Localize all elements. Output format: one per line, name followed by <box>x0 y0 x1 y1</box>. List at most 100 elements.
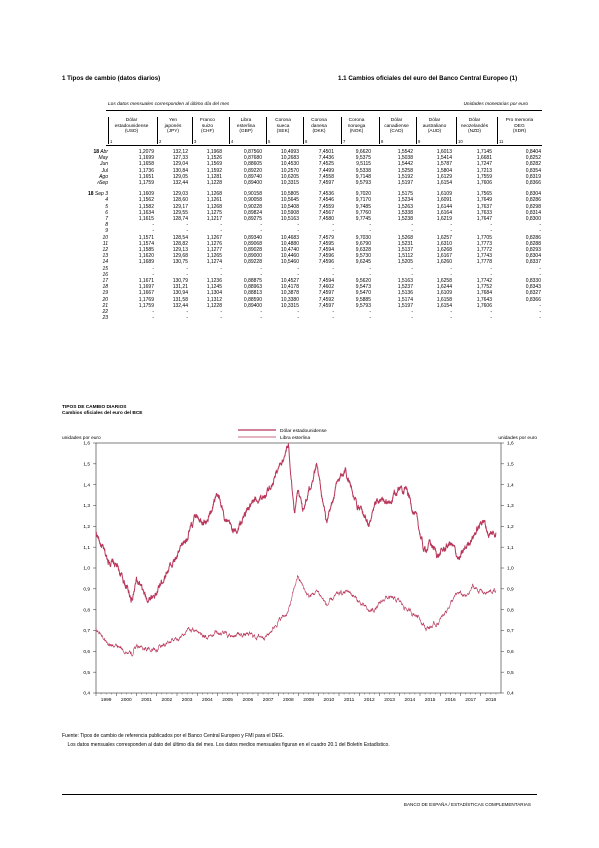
row-label: 14 <box>60 259 108 266</box>
table-cell: 0,8286 <box>525 234 541 241</box>
row-label: 8 <box>60 222 108 229</box>
y-tick-label-right: 0,7 <box>507 628 514 634</box>
table-cell: 1,5197 <box>397 180 413 186</box>
table-cell: 0,8304 <box>525 191 541 198</box>
table-cell: 7,4525 <box>318 161 334 168</box>
table-cell: 7,4595 <box>318 240 334 247</box>
table-cell: - <box>332 265 334 272</box>
table-cell: 0,89400 <box>243 180 262 186</box>
row-period: 22 <box>102 309 108 315</box>
table-row: 21 1,1759 132,44 1,1228 0,89400 10,3315 7,4597… <box>0 303 599 310</box>
row-period: 18 <box>102 284 108 291</box>
column-divider <box>157 117 158 144</box>
table-cell: 1,1769 <box>138 296 154 303</box>
column-header-line: Franco <box>200 118 215 123</box>
table-cell: 1,1574 <box>138 240 154 247</box>
table-cell: 1,5804 <box>436 167 452 174</box>
table-cell: 0,88590 <box>243 296 262 303</box>
table-cell: 10,6205 <box>280 173 299 180</box>
table-cell: 7,4536 <box>318 191 334 198</box>
chart-series <box>95 443 497 657</box>
table-cell: 1,6268 <box>436 247 452 253</box>
table-cell: 1,1312 <box>206 296 222 303</box>
table-cell: - <box>152 315 154 322</box>
table-cell: - <box>332 222 334 229</box>
table-cell: - <box>539 222 541 229</box>
column-header-line: Dólar <box>125 118 138 123</box>
table-cell: 1,5205 <box>397 259 413 266</box>
section-title: 1 Tipos de cambio (datos diarios) <box>62 75 161 82</box>
column-divider <box>266 117 267 144</box>
table-cell: 1,1968 <box>206 149 222 155</box>
table-cell: 1,1276 <box>206 240 222 247</box>
table-cell: 1,7145 <box>476 149 492 155</box>
x-tick-label: 2002 <box>162 697 173 703</box>
column-number: 1 <box>110 139 113 144</box>
table-cell: 1,1736 <box>138 167 154 174</box>
table-cell: - <box>186 265 188 272</box>
table-row: 6 1,1634 129,55 1,1275 0,89824 10,5908 7,4567 9… <box>0 210 599 217</box>
table-cell: 9,6328 <box>355 247 371 253</box>
column-header: Dólar canadiense (CAD) <box>380 118 413 135</box>
table-cell: 1,7705 <box>476 234 492 241</box>
table-row: 10 1,1571 128,54 1,1267 0,89340 10,4683 7,4579… <box>0 235 599 242</box>
column-number: 7 <box>343 139 346 144</box>
table-cell: - <box>450 265 452 272</box>
table-cell: 9,7760 <box>355 209 371 216</box>
table-cell: 1,1699 <box>138 155 154 162</box>
table-cell: 9,5473 <box>355 284 371 291</box>
column-header-line: japonés <box>164 123 182 129</box>
table-cell: 1,1228 <box>206 180 222 186</box>
table-cell: 1,1281 <box>206 173 222 180</box>
table-cell: 0,89400 <box>243 302 262 309</box>
table-cell: - <box>369 222 371 229</box>
table-cell: - <box>539 315 541 322</box>
table-row: 18 Abr 1,2079 132,12 1,1968 0,87560 10,4993 7,… <box>0 149 599 156</box>
table-cell: 0,8343 <box>525 284 541 291</box>
table-cell: 1,7684 <box>476 290 492 297</box>
table-cell: 7,4559 <box>318 203 334 210</box>
y-tick-label-right: 0,5 <box>507 670 514 676</box>
column-header: Dólar neozelandés (NZD) <box>457 118 492 135</box>
table-cell: 1,1615 <box>138 216 154 222</box>
table-cell: 1,6109 <box>436 290 452 297</box>
table-cell: 0,8404 <box>525 149 541 155</box>
row-period: 8 <box>105 222 108 229</box>
row-label: 20 <box>60 297 108 304</box>
table-cell: - <box>411 228 413 235</box>
row-period: 20 <box>102 296 108 303</box>
column-header-line: (CAD) <box>389 129 404 134</box>
table-cell: - <box>539 271 541 278</box>
y-tick-label-left: 1,3 <box>83 503 90 509</box>
column-header: Libra esterlina (GBP) <box>230 118 262 135</box>
table-cell: 1,1667 <box>138 290 154 297</box>
table-cell: 1,5192 <box>397 173 413 180</box>
column-header-line: (SEK) <box>276 129 290 134</box>
table-cell: 131,21 <box>172 284 188 291</box>
table-row: Sep A 1,1759 132,44 1,1228 0,89400 10,3315 7,45… <box>0 180 599 187</box>
table-cell: 10,3878 <box>280 290 299 297</box>
table-cell: 1,7559 <box>476 173 492 180</box>
row-period: Sep 3 <box>94 191 108 198</box>
table-cell: - <box>411 265 413 272</box>
table-cell: - <box>411 309 413 315</box>
table-cell: 129,68 <box>172 253 188 260</box>
table-cell: 1,7606 <box>476 180 492 186</box>
row-label: Ago <box>60 174 108 181</box>
table-cell: 1,1245 <box>206 284 222 291</box>
y-tick-label-left: 1,1 <box>83 545 90 551</box>
plot-frame <box>95 442 502 694</box>
row-label: 18 Abr <box>60 149 108 156</box>
table-cell: 1,7565 <box>476 191 492 198</box>
table-header-rule <box>106 145 542 146</box>
chart-axes: 0,4 0,4 0,5 0,5 0,6 0,6 0,7 0,7 0,8 0,8 0,9 0,9 1,0 1… <box>83 441 514 703</box>
x-tick-label: 1999 <box>101 697 112 703</box>
table-cell: 1,6013 <box>436 149 452 155</box>
column-number: 3 <box>194 139 197 144</box>
table-cell: 7,4499 <box>318 167 334 174</box>
x-tick-label: 2012 <box>364 697 375 703</box>
table-cell: - <box>369 315 371 322</box>
table-cell: 7,4597 <box>318 302 334 309</box>
table-cell: 1,7743 <box>476 253 492 260</box>
column-header: Dólar estadounidense (USD) <box>109 118 154 135</box>
